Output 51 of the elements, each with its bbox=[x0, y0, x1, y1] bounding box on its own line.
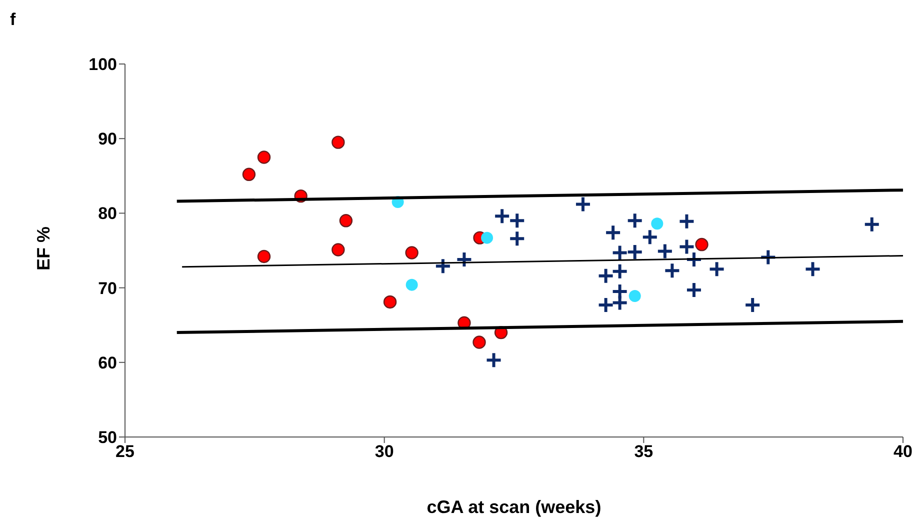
point bbox=[626, 212, 644, 230]
point bbox=[656, 242, 674, 260]
point bbox=[597, 296, 614, 314]
point bbox=[708, 260, 726, 278]
y-tick-label: 60 bbox=[98, 353, 117, 372]
point bbox=[626, 243, 644, 260]
point bbox=[494, 208, 511, 225]
point bbox=[242, 168, 256, 182]
y-tick-label: 50 bbox=[98, 428, 117, 448]
point bbox=[257, 250, 271, 264]
point bbox=[456, 250, 473, 268]
y-axis-title: EF % bbox=[33, 226, 54, 270]
y-tick-label: 80 bbox=[98, 204, 117, 224]
x-tick-label: 30 bbox=[374, 442, 394, 462]
point bbox=[405, 246, 418, 260]
point bbox=[744, 296, 762, 314]
point bbox=[863, 216, 880, 233]
point bbox=[597, 267, 614, 284]
point bbox=[406, 278, 418, 291]
point bbox=[804, 260, 822, 278]
point bbox=[651, 218, 664, 230]
point bbox=[664, 262, 681, 280]
chart-title: f bbox=[10, 10, 16, 30]
point bbox=[383, 295, 397, 309]
y-tick-label: 100 bbox=[88, 55, 117, 74]
point bbox=[685, 282, 702, 299]
point bbox=[508, 212, 526, 230]
y-tick-label: 90 bbox=[98, 130, 117, 149]
point bbox=[678, 238, 696, 256]
point bbox=[611, 294, 628, 312]
point bbox=[628, 290, 641, 302]
point bbox=[332, 243, 345, 256]
point bbox=[641, 228, 658, 246]
point bbox=[695, 238, 708, 252]
point bbox=[604, 224, 622, 242]
y-tick-label: 70 bbox=[98, 278, 117, 298]
point bbox=[257, 150, 271, 164]
point bbox=[508, 230, 526, 248]
point bbox=[472, 336, 486, 349]
point bbox=[611, 262, 628, 280]
point bbox=[574, 196, 592, 213]
x-tick-label: 40 bbox=[894, 442, 912, 462]
point bbox=[332, 136, 345, 149]
x-tick-label: 25 bbox=[116, 442, 134, 462]
x-tick-label: 35 bbox=[634, 442, 654, 462]
point bbox=[678, 212, 696, 230]
point bbox=[481, 232, 494, 244]
point bbox=[339, 214, 353, 228]
point bbox=[485, 352, 502, 369]
x-axis-title: cGA at scan (weeks) bbox=[426, 497, 602, 517]
point bbox=[611, 244, 628, 262]
